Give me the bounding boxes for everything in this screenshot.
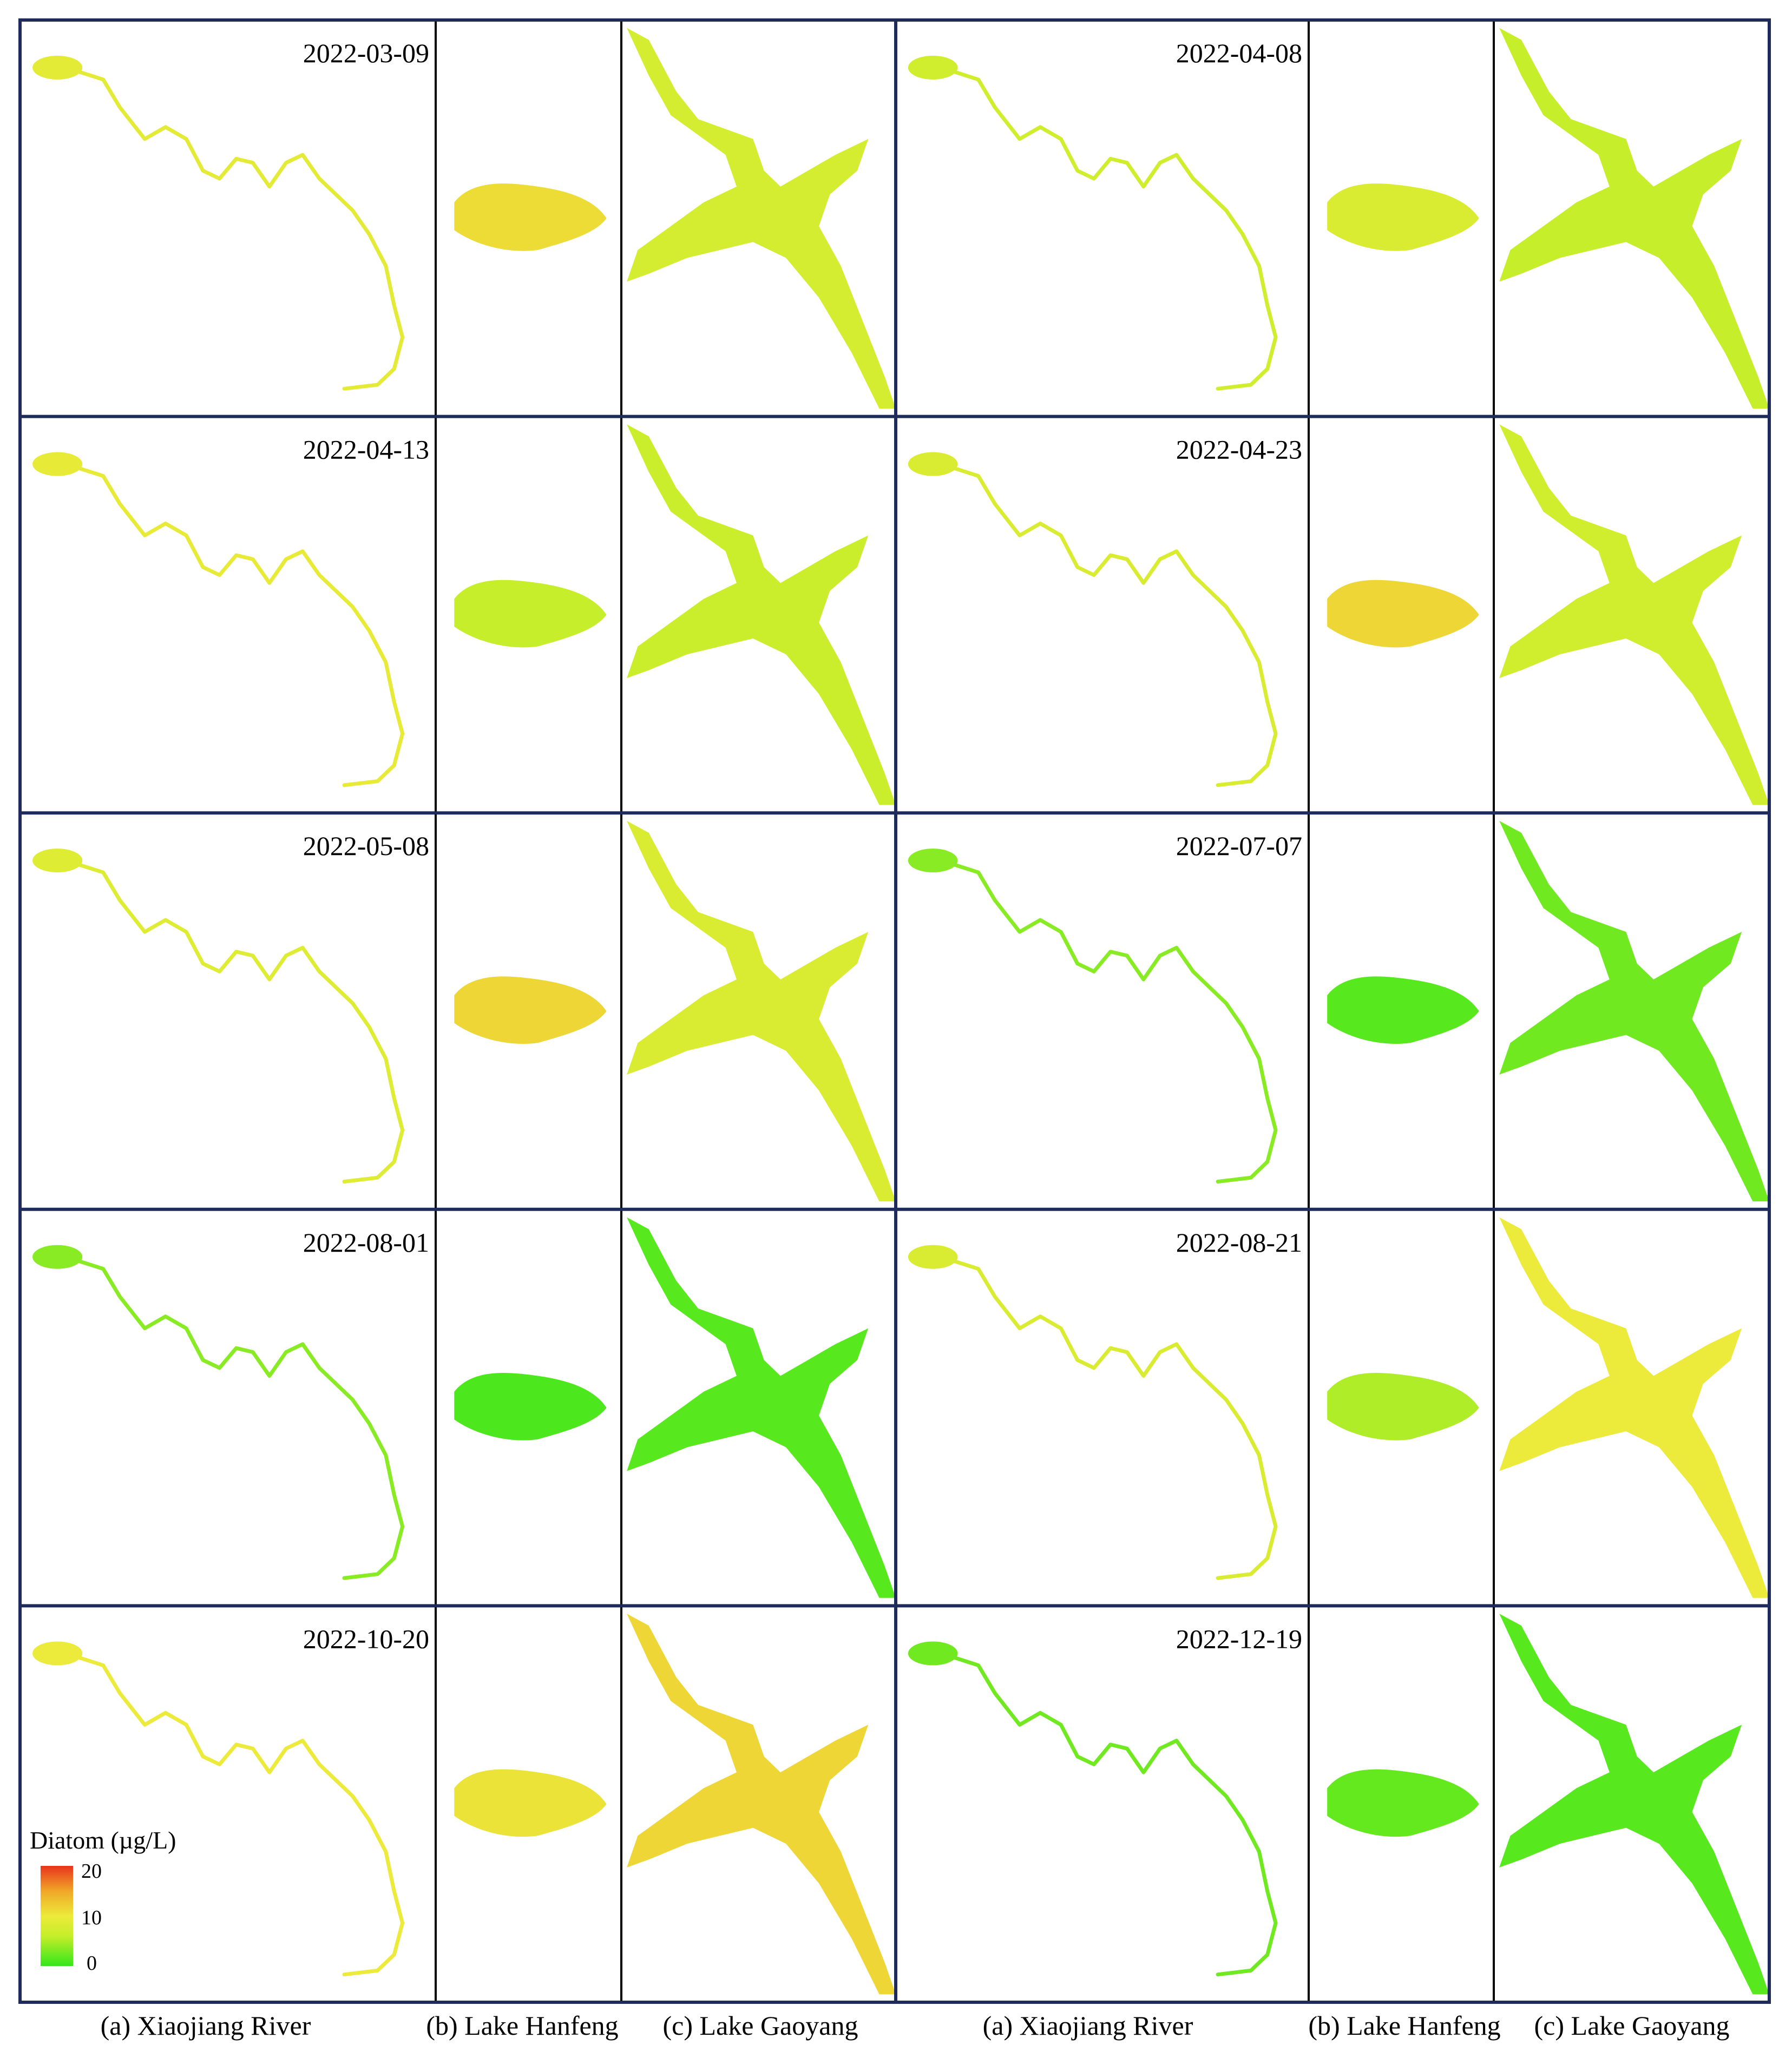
xiaojiang-upper-lake [32,1245,83,1269]
lake-gaoyang-shape [627,424,896,805]
xiaojiang-upper-lake [32,849,83,873]
lake-gaoyang-shape [627,1217,896,1598]
lake-gaoyang-shape [1499,820,1769,1202]
xiaojiang-river-course [927,65,1278,391]
lake-hanfeng-map-right [1327,1769,1479,1837]
xiaojiang-upper-lake [908,1245,958,1269]
date-label-left: 2022-03-09 [303,38,429,68]
column-captions: (a) Xiaojiang River (b) Lake Hanfeng (c)… [101,2010,1730,2041]
xiaojiang-upper-lake [32,1641,83,1666]
lake-gaoyang-shape [1499,28,1769,409]
xiaojiang-river-course [927,858,1278,1183]
legend-colorbar [41,1866,73,1966]
xiaojiang-river-map-left [32,452,405,787]
date-label-left: 2022-10-20 [303,1623,429,1654]
caption-gaoyang-right: (c) Lake Gaoyang [1534,2010,1730,2041]
lake-gaoyang-map-right [1499,1614,1769,1995]
lake-gaoyang-map-left [627,1217,896,1598]
date-label-right: 2022-04-08 [1176,38,1302,68]
xiaojiang-river-course [51,65,405,391]
xiaojiang-river-map-right [908,1245,1278,1580]
panel-grid-lines [18,18,1771,2004]
lake-hanfeng-shape [454,1372,607,1441]
xiaojiang-upper-lake [908,452,958,476]
xiaojiang-river-course [51,462,405,787]
date-labels: 2022-03-09 2022-04-08 2022-04-13 2022-04-23… [303,38,1302,1654]
xiaojiang-upper-lake [908,849,958,873]
lake-gaoyang-map-right [1499,820,1769,1202]
lake-hanfeng-map-left [454,1769,607,1837]
lake-gaoyang-map-left [627,1614,896,1995]
lake-hanfeng-shape [1327,183,1479,251]
lake-hanfeng-shape [454,580,607,648]
xiaojiang-upper-lake [908,55,958,80]
xiaojiang-river-map-right [908,849,1278,1183]
xiaojiang-river-map-right [908,452,1278,787]
lake-gaoyang-shape [627,1614,896,1995]
lake-hanfeng-shape [1327,976,1479,1044]
diatom-legend: Diatom (µg/L) 20 10 0 [30,1826,176,1975]
date-label-left: 2022-04-13 [303,435,429,465]
caption-hanfeng-left: (b) Lake Hanfeng [426,2010,618,2041]
lake-hanfeng-shape [454,183,607,251]
date-label-left: 2022-08-01 [303,1227,429,1258]
legend-title: Diatom (µg/L) [30,1826,176,1854]
lake-gaoyang-shape [627,28,896,409]
date-label-right: 2022-07-07 [1176,831,1302,861]
xiaojiang-upper-lake [32,55,83,80]
xiaojiang-river-map-left [32,1641,405,1977]
lake-gaoyang-shape [1499,424,1769,805]
lake-hanfeng-map-left [454,580,607,648]
outer-frame [18,18,1771,2004]
caption-xiaojiang-left: (a) Xiaojiang River [101,2010,311,2041]
legend-min-label: 0 [87,1952,97,1975]
map-panels [32,28,1769,1995]
lake-hanfeng-map-right [1327,976,1479,1044]
date-label-right: 2022-12-19 [1176,1623,1302,1654]
xiaojiang-upper-lake [908,1641,958,1666]
lake-hanfeng-shape [1327,1372,1479,1441]
lake-hanfeng-map-right [1327,1372,1479,1441]
date-label-right: 2022-08-21 [1176,1227,1302,1258]
xiaojiang-river-map-left [32,849,405,1183]
lake-hanfeng-shape [1327,1769,1479,1837]
xiaojiang-river-course [51,1651,405,1977]
lake-hanfeng-map-left [454,1372,607,1441]
lake-hanfeng-map-left [454,183,607,251]
xiaojiang-river-map-right [908,55,1278,391]
lake-gaoyang-map-right [1499,424,1769,805]
lake-hanfeng-shape [454,976,607,1044]
legend-max-label: 20 [81,1860,102,1883]
date-label-right: 2022-04-23 [1176,435,1302,465]
lake-hanfeng-shape [454,1769,607,1837]
lake-hanfeng-map-right [1327,183,1479,251]
caption-gaoyang-left: (c) Lake Gaoyang [663,2010,858,2041]
lake-gaoyang-map-left [627,424,896,805]
xiaojiang-river-course [51,1255,405,1580]
xiaojiang-river-course [927,1255,1278,1580]
xiaojiang-river-map-left [32,55,405,391]
caption-xiaojiang-right: (a) Xiaojiang River [983,2010,1193,2041]
caption-hanfeng-right: (b) Lake Hanfeng [1308,2010,1500,2041]
legend-mid-label: 10 [81,1906,102,1929]
lake-gaoyang-shape [627,820,896,1202]
xiaojiang-river-map-left [32,1245,405,1580]
xiaojiang-river-course [51,858,405,1183]
lake-gaoyang-map-left [627,820,896,1202]
lake-gaoyang-map-right [1499,28,1769,409]
lake-gaoyang-map-left [627,28,896,409]
lake-gaoyang-map-right [1499,1217,1769,1598]
xiaojiang-river-course [927,462,1278,787]
lake-gaoyang-shape [1499,1614,1769,1995]
lake-gaoyang-shape [1499,1217,1769,1598]
xiaojiang-river-map-right [908,1641,1278,1977]
lake-hanfeng-map-right [1327,580,1479,648]
xiaojiang-river-course [927,1651,1278,1977]
date-label-left: 2022-05-08 [303,831,429,861]
lake-hanfeng-map-left [454,976,607,1044]
lake-hanfeng-shape [1327,580,1479,648]
xiaojiang-upper-lake [32,452,83,476]
